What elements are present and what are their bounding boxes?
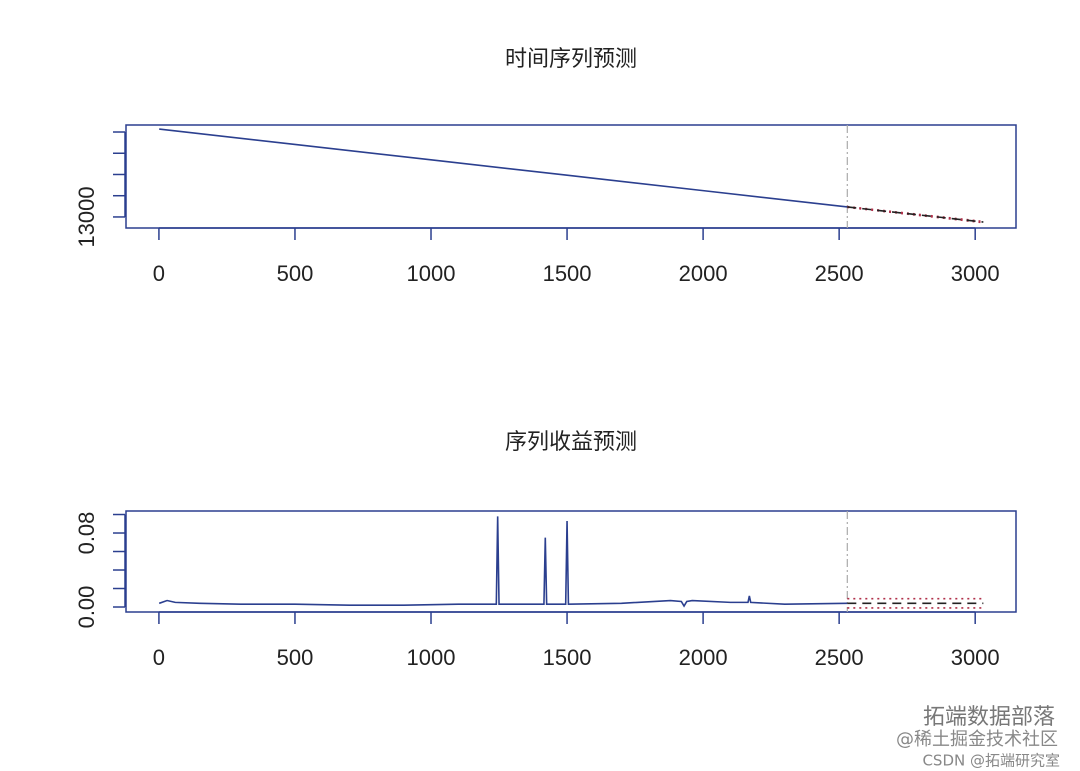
chart-title: 序列收益预测 <box>505 430 637 455</box>
watermark: @稀土掘金技术社区 <box>896 729 1058 750</box>
series-line <box>847 206 984 224</box>
x-tick-label: 2500 <box>815 645 864 670</box>
watermark: CSDN @拓端研究室 <box>922 752 1060 770</box>
x-tick-label: 1000 <box>407 261 456 286</box>
watermark: 拓端数据部落 <box>923 705 1055 730</box>
x-tick-label: 0 <box>153 261 165 286</box>
x-tick-label: 2000 <box>679 261 728 286</box>
y-tick-label: 0.00 <box>74 586 99 629</box>
x-tick-label: 500 <box>277 261 314 286</box>
series-line <box>847 206 984 223</box>
x-tick-label: 2500 <box>815 261 864 286</box>
x-tick-label: 3000 <box>951 645 1000 670</box>
series-line <box>159 128 848 208</box>
x-tick-label: 2000 <box>679 645 728 670</box>
y-tick-label: 0.08 <box>74 512 99 555</box>
x-tick-label: 1000 <box>407 645 456 670</box>
x-tick-label: 0 <box>153 645 165 670</box>
series-line <box>158 516 848 608</box>
x-tick-label: 500 <box>277 645 314 670</box>
chart-title: 时间序列预测 <box>505 47 637 72</box>
x-tick-label: 1500 <box>543 261 592 286</box>
x-tick-label: 1500 <box>543 645 592 670</box>
y-tick-label: 13000 <box>74 186 99 247</box>
x-tick-label: 3000 <box>951 261 1000 286</box>
plot-frame <box>125 510 1017 613</box>
